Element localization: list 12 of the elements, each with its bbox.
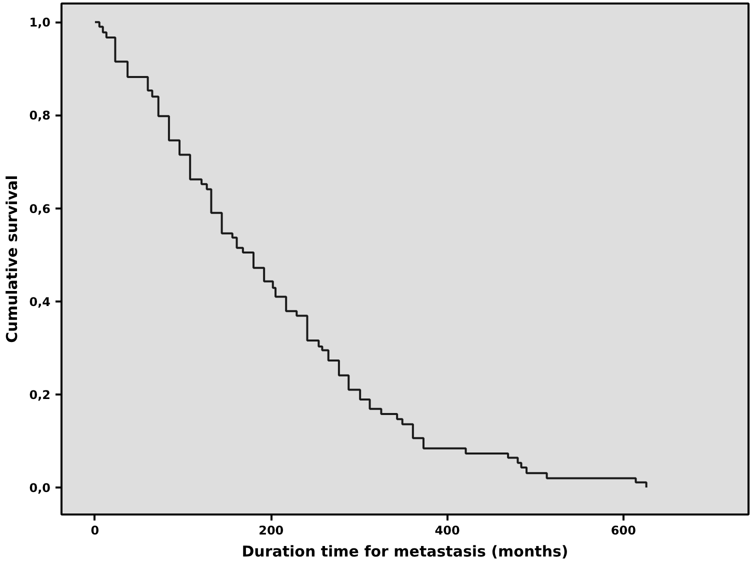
y-axis-title: Cumulative survival — [3, 175, 22, 343]
y-tick-label: 0,8 — [29, 108, 51, 123]
x-tick-label: 600 — [610, 524, 636, 538]
x-axis-title: Duration time for metastasis (months) — [242, 542, 568, 560]
x-tick-label: 400 — [434, 524, 460, 538]
x-tick-label: 200 — [258, 524, 284, 538]
x-tick-label: 0 — [90, 524, 100, 538]
y-tick-label: 0,6 — [29, 202, 51, 216]
y-tick-label: 0,0 — [29, 481, 51, 496]
y-tick-label: 0,2 — [29, 388, 51, 402]
y-tick-label: 0,4 — [29, 294, 51, 309]
y-tick-label: 1,0 — [29, 16, 51, 30]
